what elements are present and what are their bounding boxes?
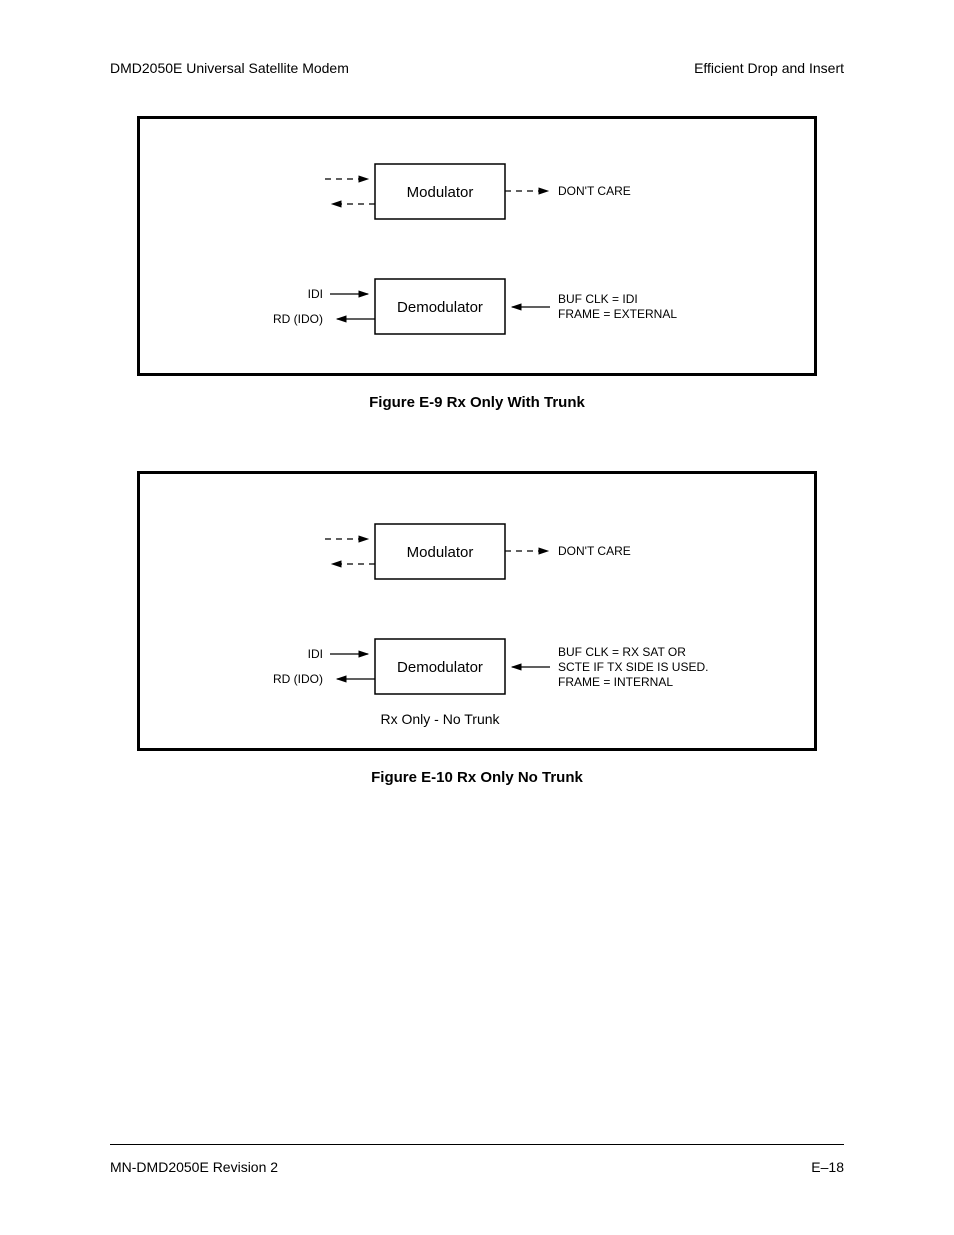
footer-left: MN-DMD2050E Revision 2 xyxy=(110,1159,278,1175)
inner-caption: Rx Only - No Trunk xyxy=(380,711,500,727)
header-left: DMD2050E Universal Satellite Modem xyxy=(110,60,349,76)
demodulator-label: Demodulator xyxy=(397,299,483,316)
demod-right-line3: FRAME = INTERNAL xyxy=(558,675,673,689)
mod-right-label: DON'T CARE xyxy=(558,184,631,198)
page-header: DMD2050E Universal Satellite Modem Effic… xyxy=(110,60,844,76)
figure-e9-svg: Modulator DON'T CARE Demodulator IDI RD … xyxy=(140,119,814,373)
page: DMD2050E Universal Satellite Modem Effic… xyxy=(0,0,954,1235)
figure-e9-container: Modulator DON'T CARE Demodulator IDI RD … xyxy=(137,116,817,411)
header-right: Efficient Drop and Insert xyxy=(694,60,844,76)
demodulator-label: Demodulator xyxy=(397,659,483,676)
spacer xyxy=(110,411,844,471)
figure-e10-caption: Figure E-10 Rx Only No Trunk xyxy=(137,769,817,786)
figure-e9-caption: Figure E-9 Rx Only With Trunk xyxy=(137,394,817,411)
figure-e10-svg: Modulator DON'T CARE Demodulator IDI RD … xyxy=(140,474,814,748)
footer-right: E–18 xyxy=(811,1159,844,1175)
figure-e10-container: Modulator DON'T CARE Demodulator IDI RD … xyxy=(137,471,817,786)
figure-e10-frame: Modulator DON'T CARE Demodulator IDI RD … xyxy=(137,471,817,751)
demod-right-line2: SCTE IF TX SIDE IS USED. xyxy=(558,660,708,674)
footer-rule xyxy=(110,1144,844,1145)
modulator-label: Modulator xyxy=(407,544,474,561)
demod-right-line2: FRAME = EXTERNAL xyxy=(558,307,677,321)
page-footer: MN-DMD2050E Revision 2 E–18 xyxy=(110,1159,844,1175)
demod-right-line1: BUF CLK = IDI xyxy=(558,292,638,306)
figure-e9-frame: Modulator DON'T CARE Demodulator IDI RD … xyxy=(137,116,817,376)
demod-right-line1: BUF CLK = RX SAT OR xyxy=(558,645,686,659)
demod-left-bottom-label: RD (IDO) xyxy=(273,312,323,326)
modulator-label: Modulator xyxy=(407,184,474,201)
mod-right-label: DON'T CARE xyxy=(558,544,631,558)
demod-left-bottom-label: RD (IDO) xyxy=(273,672,323,686)
demod-left-top-label: IDI xyxy=(308,647,323,661)
demod-left-top-label: IDI xyxy=(308,287,323,301)
